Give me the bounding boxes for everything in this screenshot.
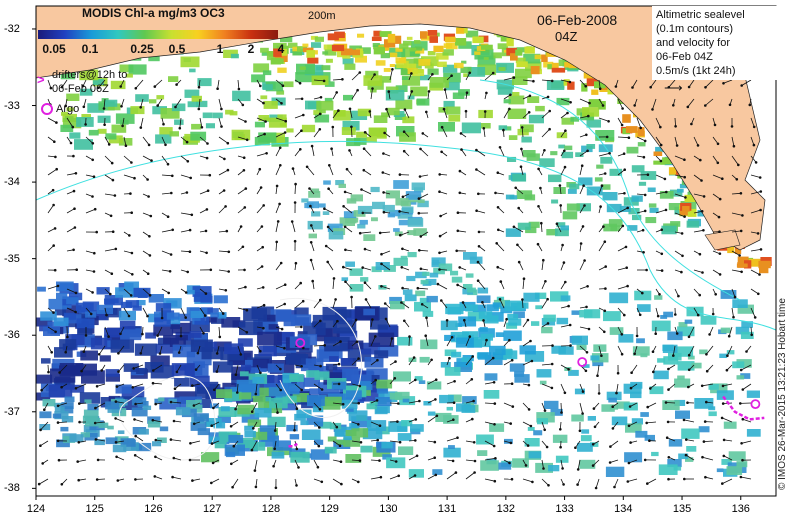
x-tick-label: 126	[144, 503, 163, 515]
legend-line: 0.5m/s (1kt 24h)	[656, 65, 736, 77]
colorbar-tick: 1	[216, 42, 224, 56]
colorbar-tick: 0.05	[42, 42, 66, 56]
sealevel-legend: Altimetric sealevel (0.1m contours) and …	[652, 6, 784, 80]
colorbar	[38, 30, 278, 39]
depth-contour-label: 200m	[308, 10, 336, 22]
argo-float-marker	[577, 357, 588, 367]
drifter-marker-icon: >	[37, 72, 45, 87]
date-label: 06-Feb-2008	[537, 12, 618, 28]
y-tick-label: -32	[4, 22, 20, 35]
colorbar-tick: 0.5	[168, 42, 186, 56]
credit-text: © IMOS 26-Mar-2015 13:21:23 Hobart time	[777, 298, 788, 490]
legend-line: 06-Feb 04Z	[656, 51, 713, 63]
x-tick-label: 129	[320, 503, 339, 515]
x-tick-label: 130	[379, 503, 398, 515]
x-tick-label: 128	[261, 503, 281, 515]
chlorophyll-layer	[36, 26, 772, 478]
drifter-tracks	[288, 395, 765, 448]
argo-legend: Argo	[56, 103, 80, 115]
y-tick-label: -35	[4, 252, 20, 265]
y-tick-label: -38	[4, 482, 20, 495]
y-tick-label: -33	[4, 99, 20, 112]
contour-layer	[35, 79, 777, 461]
x-tick-label: 135	[672, 503, 692, 515]
drifters-legend-line: 06-Feb 06Z	[52, 83, 109, 95]
velocity-arrows	[37, 68, 763, 490]
legend-line: Altimetric sealevel	[656, 9, 745, 21]
x-tick-label: 132	[496, 503, 516, 515]
x-tick-label: 131	[437, 503, 457, 515]
y-tick-label: -37	[4, 405, 20, 418]
colorbar-tick: 0.25	[130, 42, 154, 56]
colorbar-tick: 4	[277, 42, 285, 56]
argo-float-marker	[295, 337, 306, 348]
x-tick-label: 136	[731, 503, 750, 515]
colorbar-tick: 2	[247, 42, 255, 56]
legend-line: (0.1m contours)	[656, 23, 734, 35]
x-tick-label: 125	[85, 503, 104, 515]
colorbar-tick: 0.1	[81, 42, 99, 56]
argo-float-marker	[750, 399, 761, 410]
x-tick-label: 134	[614, 503, 633, 515]
legend-line: and velocity for	[656, 37, 730, 49]
colorbar-title: MODIS Chl-a mg/m3 OC3	[82, 6, 225, 20]
y-tick-label: -36	[4, 329, 20, 342]
x-tick-label: 133	[555, 503, 574, 515]
map-frame	[35, 5, 777, 497]
scale-arrow-icon: ⟶	[664, 80, 683, 95]
x-tick-label: 124	[26, 503, 46, 515]
argo-floats	[295, 337, 761, 410]
axis-ticks	[32, 28, 742, 500]
x-tick-label: 127	[203, 503, 222, 515]
time-label: 04Z	[555, 29, 578, 44]
argo-circle-icon	[41, 103, 53, 115]
y-tick-label: -34	[4, 176, 20, 189]
drifters-legend-line: drifters@12h to	[52, 69, 128, 81]
drifters-legend: drifters@12h to 06-Feb 06Z	[52, 68, 127, 96]
